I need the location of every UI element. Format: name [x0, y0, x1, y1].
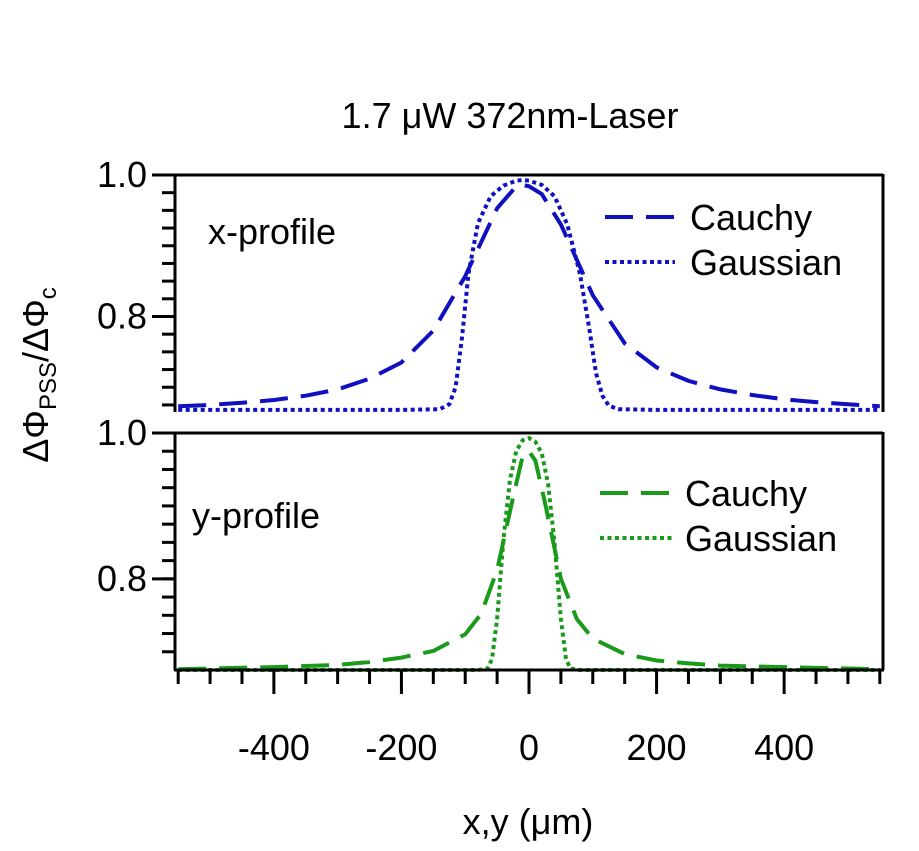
y-label-sub-pss: PSS — [35, 362, 62, 410]
series-line-cauchy-1 — [178, 182, 880, 409]
series-line-cauchy-2 — [178, 448, 880, 672]
legend-label-gaussian: Gaussian — [690, 242, 842, 283]
x-axis-label: x,y (μm) — [463, 801, 594, 842]
x-tick-label: -400 — [238, 727, 310, 768]
y-label-delta-phi: ΔΦ — [15, 410, 56, 463]
x-tick-label: -200 — [365, 727, 437, 768]
panel-label: x-profile — [208, 211, 336, 252]
panel-label: y-profile — [192, 495, 320, 536]
legend-label-gaussian: Gaussian — [685, 518, 837, 559]
legend-label-cauchy: Cauchy — [690, 197, 812, 238]
legend-label-cauchy: Cauchy — [685, 473, 807, 514]
x-tick-label: 400 — [754, 727, 814, 768]
x-tick-label: 0 — [519, 727, 539, 768]
series-line-gaussian-1 — [178, 177, 880, 412]
chart-title: 1.7 μW 372nm-Laser — [342, 95, 679, 136]
series-line-gaussian-2 — [178, 435, 880, 672]
x-tick-label: 200 — [627, 727, 687, 768]
y-tick-label: 0.8 — [97, 295, 147, 336]
y-tick-label: 1.0 — [97, 412, 147, 453]
y-tick-label: 1.0 — [97, 154, 147, 195]
plot-layer: 0.81.0x-profile CauchyGaussian0.81.0y-pro… — [97, 154, 885, 768]
y-label-slash-delta-phi: /ΔΦ — [15, 299, 56, 362]
y-tick-label: 0.8 — [97, 558, 147, 599]
y-axis-label: ΔΦPSS/ΔΦc — [15, 287, 62, 463]
y-label-sub-c: c — [35, 287, 62, 299]
